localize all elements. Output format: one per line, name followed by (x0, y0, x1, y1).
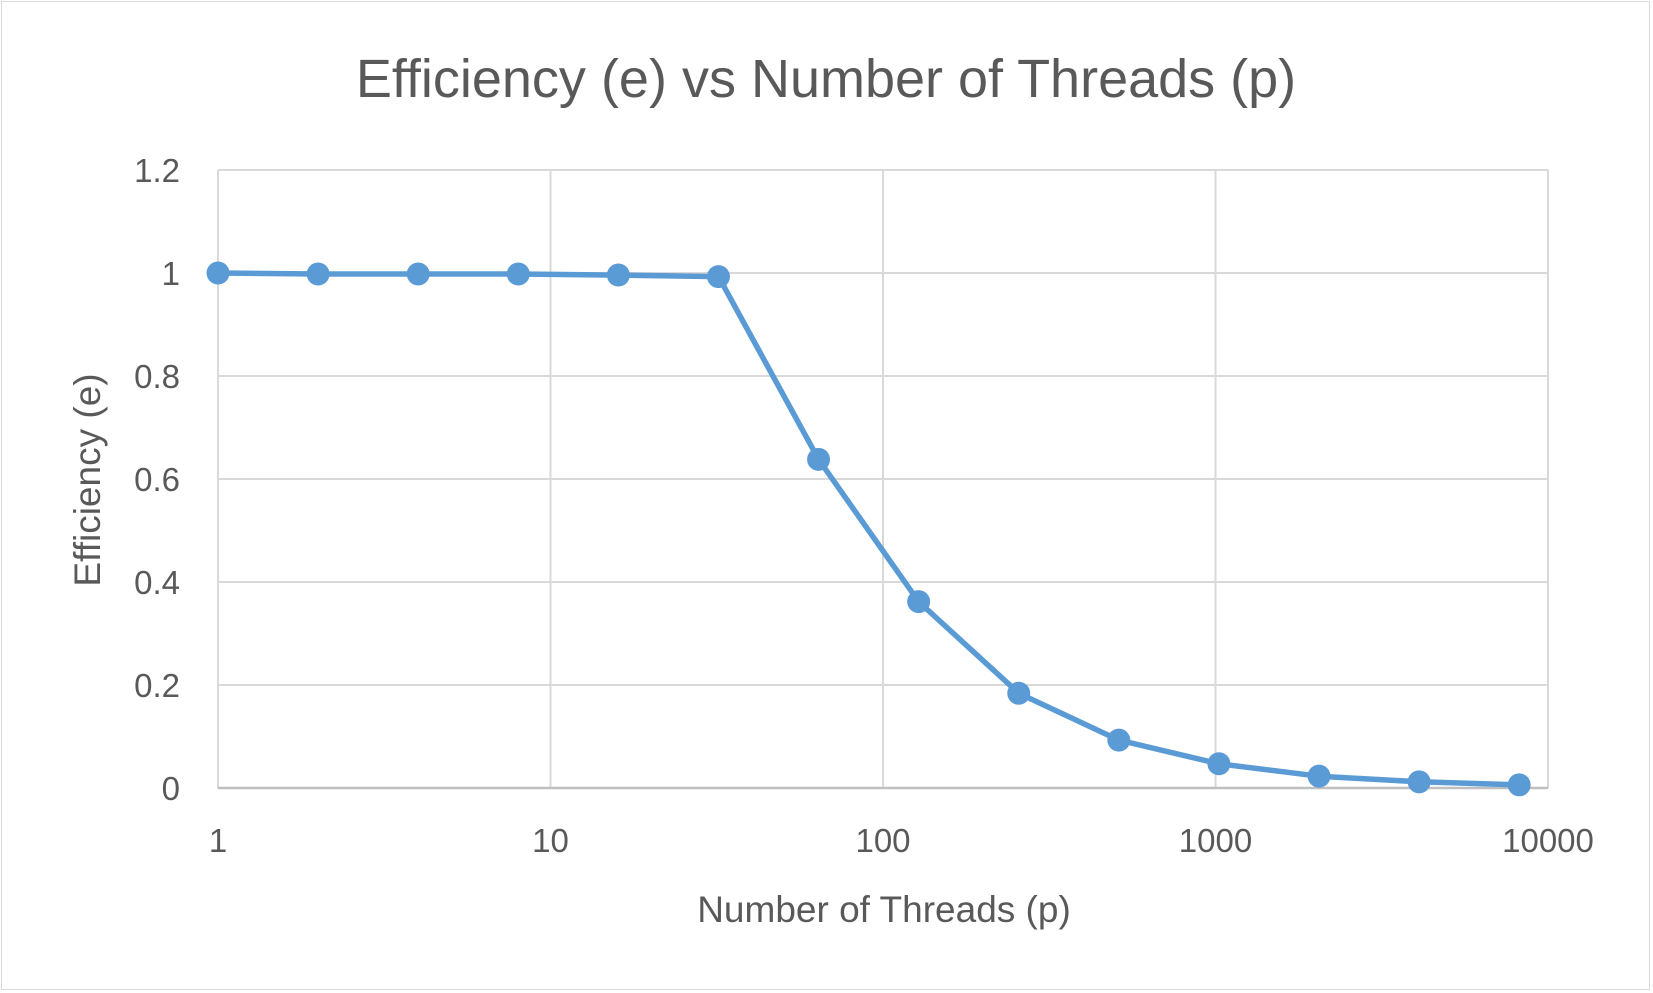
data-point (206, 261, 230, 285)
x-axis-label: Number of Threads (p) (697, 889, 1071, 930)
data-point (706, 265, 730, 289)
y-tick-label: 1 (162, 255, 180, 292)
y-axis-label: Efficiency (e) (67, 373, 108, 586)
y-tick-label: 0.6 (134, 461, 180, 498)
data-point (1007, 681, 1031, 705)
chart-title: Efficiency (e) vs Number of Threads (p) (356, 49, 1296, 109)
data-point (807, 447, 831, 471)
tick-labels: 0 0.2 0.4 0.6 0.8 1 1.2 1 10 100 1000 10000 (134, 152, 1594, 859)
data-point (606, 263, 630, 287)
data-point (306, 262, 330, 286)
data-point (1407, 770, 1431, 794)
series-efficiency (206, 261, 1531, 797)
x-tick-label: 10 (532, 822, 569, 859)
data-point (1507, 773, 1531, 797)
gridlines (217, 169, 1549, 788)
data-point (907, 590, 931, 614)
y-tick-label: 0 (162, 770, 180, 807)
x-tick-label: 100 (855, 822, 910, 859)
x-tick-label: 10000 (1502, 822, 1594, 859)
y-tick-label: 1.2 (134, 152, 180, 189)
data-point (1207, 752, 1231, 776)
y-tick-label: 0.2 (134, 667, 180, 704)
x-tick-label: 1 (209, 822, 227, 859)
data-point (1307, 764, 1331, 788)
x-tick-label: 1000 (1179, 822, 1252, 859)
y-tick-label: 0.4 (134, 564, 180, 601)
y-tick-label: 0.8 (134, 358, 180, 395)
data-point (506, 262, 530, 286)
series-line (217, 270, 1520, 788)
data-point (406, 262, 430, 286)
data-point (1107, 728, 1131, 752)
